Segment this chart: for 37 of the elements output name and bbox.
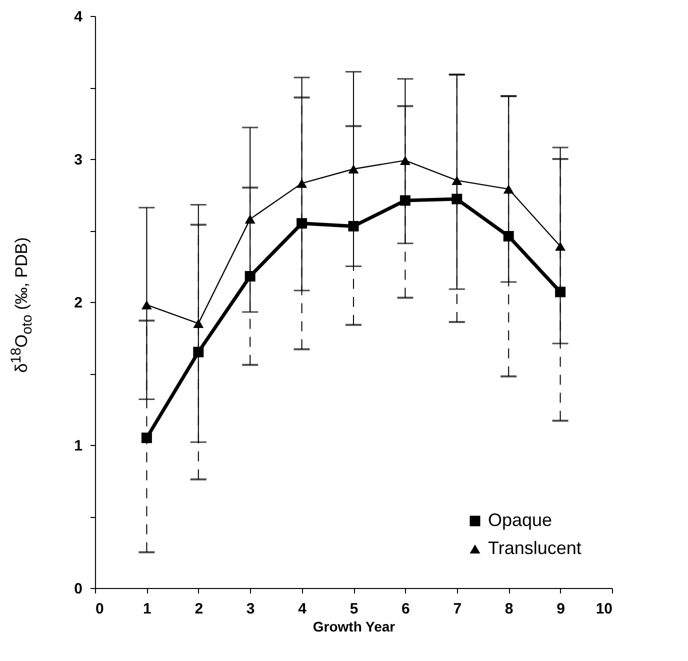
y-tick-label: 0	[74, 580, 82, 598]
x-tick-label: 9	[556, 600, 565, 618]
point	[141, 300, 152, 310]
legend-label: Translucent	[488, 538, 582, 558]
point	[452, 194, 462, 204]
point	[555, 286, 566, 298]
point	[503, 184, 514, 194]
point	[141, 432, 152, 444]
x-tick-label: 5	[350, 600, 358, 618]
point	[296, 178, 308, 188]
point	[555, 242, 566, 251]
point	[193, 346, 204, 358]
x-tick-label: 6	[402, 600, 410, 618]
point	[400, 156, 410, 165]
x-tick-label: 8	[504, 600, 514, 618]
x-tick-label: 3	[246, 600, 255, 618]
x-tick-label: 1	[143, 600, 152, 618]
x-tick-label: 0	[96, 600, 104, 618]
point	[348, 220, 359, 232]
point	[193, 318, 204, 328]
point	[503, 230, 514, 242]
point	[244, 271, 256, 282]
y-tick-label: 4	[74, 8, 84, 26]
y-tick-label: 1	[74, 438, 82, 454]
y-tick-label: 2	[74, 294, 82, 312]
x-axis-title: Growth Year	[312, 618, 396, 634]
x-tick-label: 7	[453, 600, 462, 618]
point	[296, 218, 308, 229]
point	[348, 164, 359, 174]
y-tick-label: 3	[74, 152, 82, 168]
x-tick-label: 2	[194, 600, 204, 618]
x-tick-label: 4	[298, 600, 308, 618]
point	[452, 176, 462, 185]
x-tick-label: 10	[596, 600, 612, 618]
legend-label: Opaque	[488, 510, 552, 530]
point	[400, 195, 410, 206]
point	[244, 214, 256, 224]
